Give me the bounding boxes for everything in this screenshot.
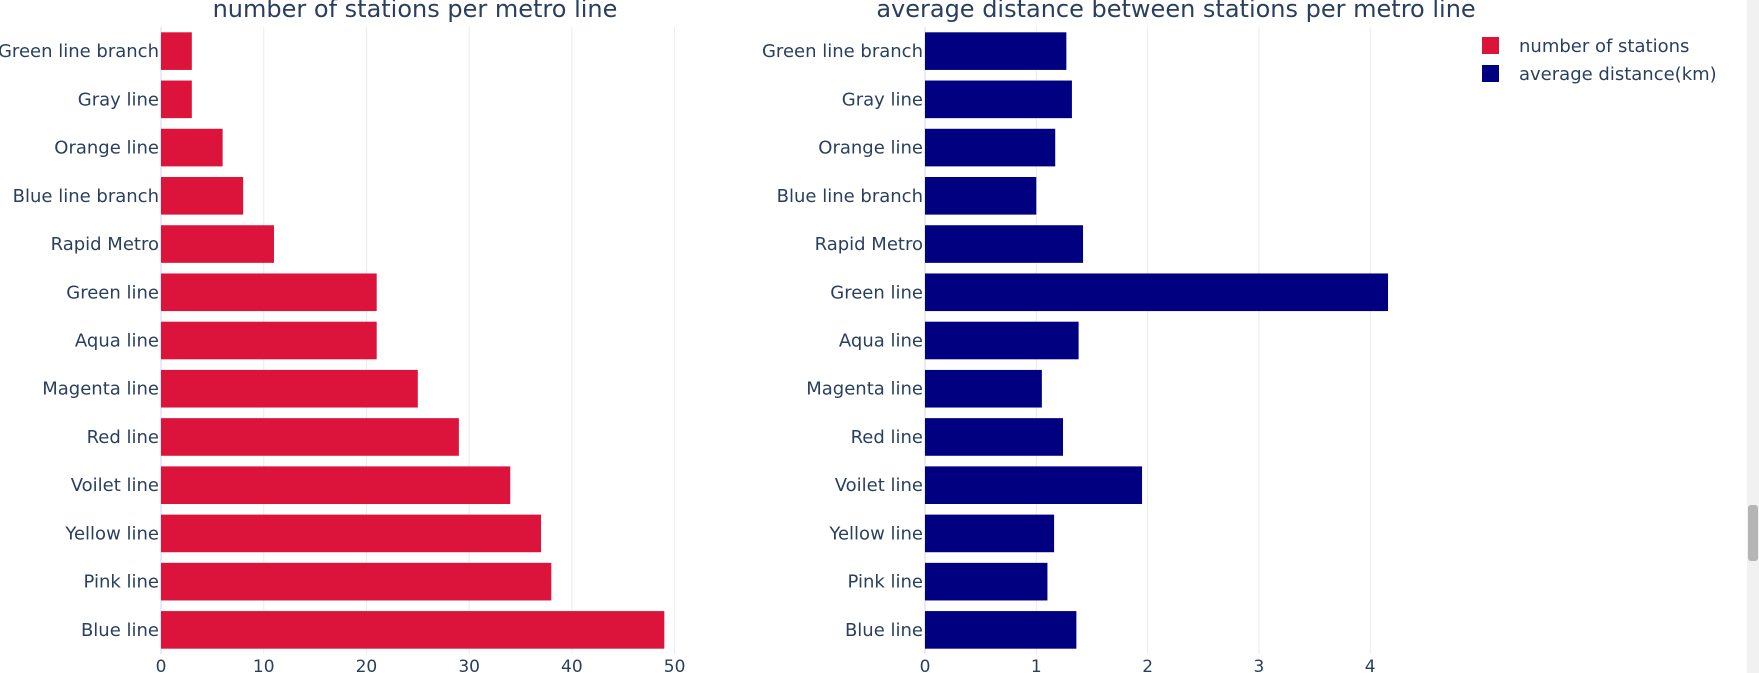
bar-stations-blue-line-branch[interactable] (161, 176, 244, 215)
category-label-distance-pink-line: Pink line (848, 572, 924, 593)
category-label-distance-rapid-metro: Rapid Metro (815, 234, 923, 255)
bars-distance (925, 32, 1389, 649)
x-tick-label-distance-2: 2 (1142, 657, 1153, 673)
bar-distance-gray-line[interactable] (925, 80, 1072, 119)
legend-label-number-of-stations[interactable]: number of stations (1519, 36, 1689, 57)
category-label-distance-gray-line: Gray line (842, 89, 923, 110)
bar-stations-green-line[interactable] (161, 273, 377, 312)
category-label-stations-green-line-branch: Green line branch (0, 41, 159, 62)
x-tick-label-stations-30: 30 (458, 657, 480, 673)
category-label-distance-green-line-branch: Green line branch (762, 41, 923, 62)
category-label-stations-voilet-line: Voilet line (71, 475, 159, 496)
bar-stations-rapid-metro[interactable] (161, 225, 274, 263)
bar-stations-blue-line[interactable] (161, 611, 665, 649)
bar-distance-rapid-metro[interactable] (925, 225, 1084, 263)
category-label-stations-gray-line: Gray line (78, 89, 159, 110)
bars-stations (161, 32, 665, 649)
chart-title-stations: number of stations per metro line (213, 0, 618, 23)
category-label-stations-orange-line: Orange line (54, 138, 159, 159)
bar-stations-yellow-line[interactable] (161, 514, 542, 553)
x-tick-label-distance-1: 1 (1031, 657, 1042, 673)
category-label-distance-blue-line-branch: Blue line branch (777, 186, 923, 207)
bar-distance-green-line-branch[interactable] (925, 32, 1067, 70)
bar-distance-blue-line-branch[interactable] (925, 176, 1037, 215)
category-label-stations-pink-line: Pink line (84, 572, 160, 593)
bar-distance-red-line[interactable] (925, 418, 1064, 456)
bar-distance-pink-line[interactable] (925, 562, 1048, 601)
bar-stations-voilet-line[interactable] (161, 466, 511, 505)
category-label-distance-magenta-line: Magenta line (806, 379, 923, 400)
category-label-stations-magenta-line: Magenta line (42, 379, 159, 400)
bar-distance-magenta-line[interactable] (925, 369, 1042, 408)
category-labels-distance: Green line branch Gray line Orange line Blu… (762, 41, 923, 641)
bar-distance-yellow-line[interactable] (925, 514, 1055, 553)
x-tick-label-stations-20: 20 (356, 657, 378, 673)
bar-stations-pink-line[interactable] (161, 562, 552, 601)
category-label-stations-red-line: Red line (87, 427, 159, 448)
x-tick-label-stations-50: 50 (664, 657, 686, 673)
bar-stations-red-line[interactable] (161, 418, 459, 456)
x-tick-label-stations-10: 10 (253, 657, 275, 673)
x-tick-label-stations-0: 0 (156, 657, 167, 673)
category-label-stations-yellow-line: Yellow line (64, 523, 159, 544)
bar-distance-aqua-line[interactable] (925, 321, 1079, 360)
bar-stations-aqua-line[interactable] (161, 321, 377, 360)
x-ticks-stations: 0 10 20 30 40 50 (156, 657, 686, 673)
bar-stations-green-line-branch[interactable] (161, 32, 192, 70)
chart-title-distance: average distance between stations per me… (876, 0, 1475, 23)
legend-swatch-average-distance-km[interactable] (1482, 65, 1499, 82)
distance-chart-panel: average distance between stations per me… (762, 0, 1476, 673)
stations-chart-panel: number of stations per metro line Green … (0, 0, 685, 673)
category-label-distance-red-line: Red line (851, 427, 923, 448)
scrollbar-thumb[interactable] (1748, 505, 1758, 561)
category-label-distance-green-line: Green line (830, 282, 923, 303)
bar-distance-green-line[interactable] (925, 273, 1389, 312)
category-label-stations-rapid-metro: Rapid Metro (51, 234, 159, 255)
legend-swatch-number-of-stations[interactable] (1482, 37, 1499, 54)
x-tick-label-stations-40: 40 (561, 657, 583, 673)
category-label-stations-green-line: Green line (66, 282, 159, 303)
bar-distance-orange-line[interactable] (925, 128, 1056, 167)
x-ticks-distance: 0 1 2 3 4 (920, 657, 1376, 673)
x-tick-label-distance-0: 0 (920, 657, 931, 673)
category-label-distance-voilet-line: Voilet line (835, 475, 923, 496)
bar-stations-orange-line[interactable] (161, 128, 223, 167)
bar-stations-gray-line[interactable] (161, 80, 192, 119)
bar-distance-voilet-line[interactable] (925, 466, 1143, 505)
category-label-distance-yellow-line: Yellow line (828, 523, 923, 544)
category-label-stations-aqua-line: Aqua line (75, 331, 159, 352)
vertical-scrollbar[interactable] (1747, 0, 1759, 673)
x-tick-label-distance-4: 4 (1365, 657, 1376, 673)
bar-distance-blue-line[interactable] (925, 611, 1077, 649)
category-label-stations-blue-line-branch: Blue line branch (13, 186, 159, 207)
category-labels-stations: Green line branch Gray line Orange line Blu… (0, 41, 159, 641)
bar-stations-magenta-line[interactable] (161, 369, 418, 408)
legend[interactable]: number of stations average distance(km) (1482, 36, 1717, 85)
legend-label-average-distance-km[interactable]: average distance(km) (1519, 64, 1717, 85)
category-label-distance-orange-line: Orange line (818, 138, 923, 159)
category-label-distance-aqua-line: Aqua line (839, 331, 923, 352)
category-label-stations-blue-line: Blue line (81, 620, 159, 641)
x-tick-label-distance-3: 3 (1253, 657, 1264, 673)
category-label-distance-blue-line: Blue line (845, 620, 923, 641)
